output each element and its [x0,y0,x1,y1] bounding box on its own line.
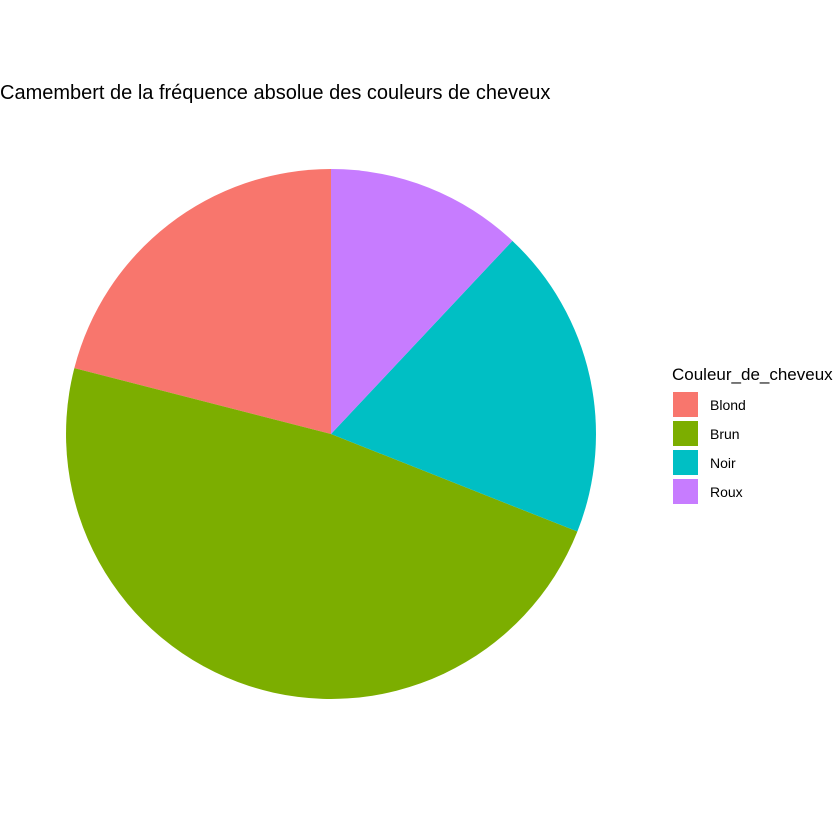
legend-label-blond: Blond [710,397,746,413]
pie-slice-roux [331,169,513,434]
legend-key-roux [673,479,698,504]
pie-slice-blond [74,169,331,434]
legend-label-roux: Roux [710,484,743,500]
pie-slices [66,169,596,699]
legend-key-brun [673,421,698,446]
legend: Couleur_de_cheveux Blond Brun Noir Roux [672,365,833,504]
pie-slice-brun [66,368,578,699]
legend-label-noir: Noir [710,455,736,471]
legend-key-noir [673,450,698,475]
legend-items: Blond Brun Noir Roux [673,392,746,504]
legend-key-blond [673,392,698,417]
pie-slice-noir [331,240,596,532]
legend-title: Couleur_de_cheveux [672,365,833,384]
chart-title: Camembert de la fréquence absolue des co… [0,82,550,104]
legend-label-brun: Brun [710,426,740,442]
